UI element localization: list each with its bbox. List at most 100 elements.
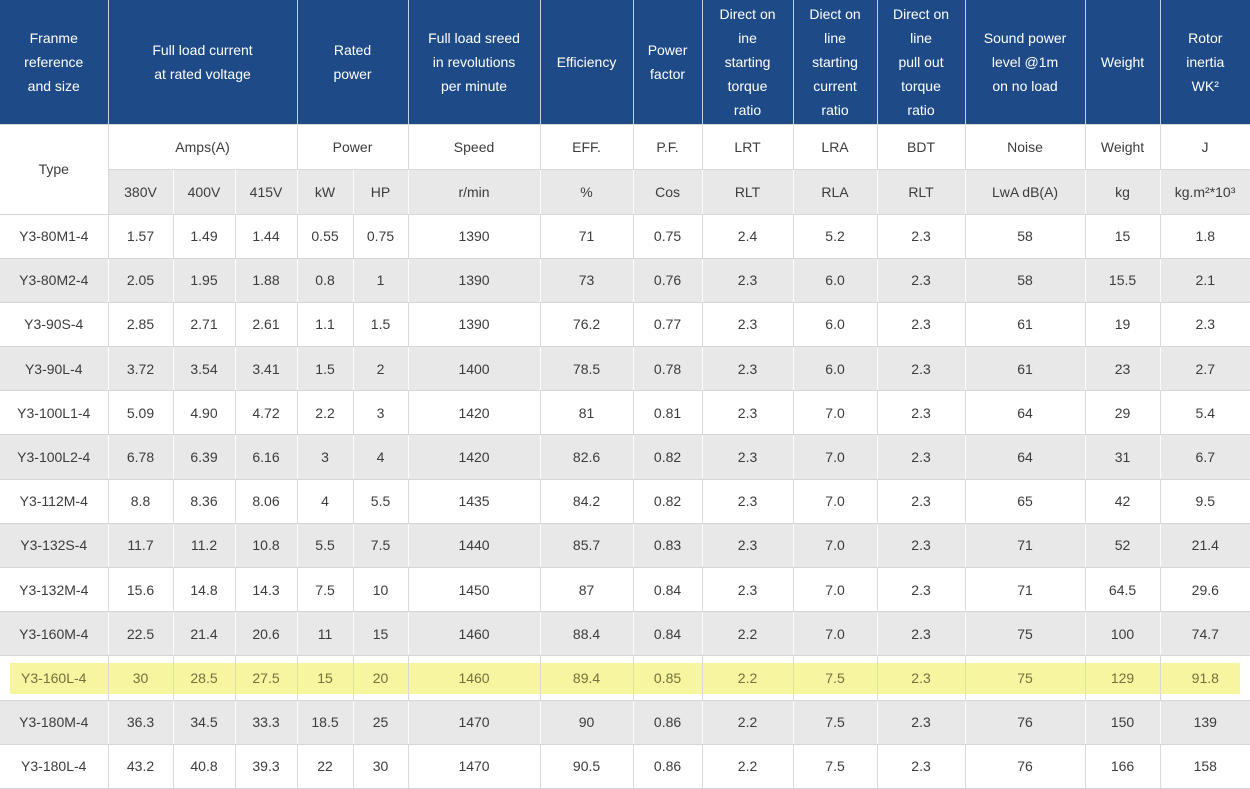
cell-value: 6.0 — [793, 346, 878, 392]
cell-type: Y3-160L-4 — [0, 655, 109, 701]
cell-value: 15 — [297, 655, 354, 701]
subheader-eff: EFF. — [540, 124, 634, 170]
cell-value: 8.06 — [235, 479, 298, 524]
cell-value: 90 — [540, 700, 634, 745]
cell-value: 11.7 — [108, 523, 174, 569]
cell-value: 15 — [1085, 214, 1161, 259]
cell-value: 1435 — [408, 479, 541, 524]
cell-value: 28.5 — [173, 655, 236, 701]
cell-value: 82.6 — [540, 434, 634, 480]
header-full-load-speed: Full load sreed in revolutions per minut… — [408, 0, 541, 125]
cell-value: 5.5 — [353, 479, 409, 524]
cell-value: 71 — [965, 567, 1086, 613]
cell-value: 76 — [965, 744, 1086, 789]
cell-type: Y3-100L1-4 — [0, 390, 109, 436]
cell-value: 52 — [1085, 523, 1161, 569]
cell-value: 7.0 — [793, 479, 878, 524]
header-power-factor: Power factor — [633, 0, 703, 125]
cell-value: 85.7 — [540, 523, 634, 569]
cell-value: 2 — [353, 346, 409, 392]
cell-value: 8.8 — [108, 479, 174, 524]
cell-value: 89.4 — [540, 655, 634, 701]
cell-value: 0.78 — [633, 346, 703, 392]
cell-type: Y3-180L-4 — [0, 744, 109, 789]
cell-value: 2.85 — [108, 302, 174, 348]
table-row: Y3-180M-4 36.3 34.5 33.3 18.5 25 1470 90 0.86 2.2… — [0, 700, 1250, 745]
cell-value: 2.4 — [702, 214, 794, 259]
subheader-type: Type — [0, 124, 109, 215]
subheader-noise: Noise — [965, 124, 1086, 170]
cell-type: Y3-180M-4 — [0, 700, 109, 745]
table-row: Y3-180L-4 43.2 40.8 39.3 22 30 1470 90.5 0.86 2.2… — [0, 744, 1250, 789]
cell-value: 0.75 — [633, 214, 703, 259]
cell-value: 22.5 — [108, 611, 174, 657]
unit-cell: RLT — [877, 169, 966, 215]
cell-value: 7.5 — [793, 744, 878, 789]
cell-value: 1.8 — [1160, 214, 1250, 259]
cell-value: 1.5 — [297, 346, 354, 392]
header-row-sub: Type Amps(A) Power Speed EFF. P.F. LRT L… — [0, 124, 1250, 215]
cell-value: 0.84 — [633, 567, 703, 613]
cell-value: 29 — [1085, 390, 1161, 436]
subheader-amps: Amps(A) — [108, 124, 298, 170]
cell-value: 81 — [540, 390, 634, 436]
cell-value: 39.3 — [235, 744, 298, 789]
cell-value: 33.3 — [235, 700, 298, 745]
cell-value: 1420 — [408, 434, 541, 480]
cell-value: 2.3 — [877, 744, 966, 789]
cell-value: 0.77 — [633, 302, 703, 348]
cell-value: 1470 — [408, 744, 541, 789]
cell-type: Y3-80M1-4 — [0, 214, 109, 259]
cell-value: 2.3 — [702, 523, 794, 569]
table-row: Y3-100L1-4 5.09 4.90 4.72 2.2 3 1420 81 0.81 2.3 7… — [0, 390, 1250, 436]
cell-value: 1390 — [408, 302, 541, 348]
cell-type: Y3-112M-4 — [0, 479, 109, 524]
cell-value: 88.4 — [540, 611, 634, 657]
cell-value: 22 — [297, 744, 354, 789]
cell-value: 2.3 — [877, 302, 966, 348]
cell-value: 2.3 — [702, 479, 794, 524]
cell-value: 1.5 — [353, 302, 409, 348]
cell-value: 2.3 — [877, 258, 966, 303]
cell-value: 7.5 — [353, 523, 409, 569]
cell-value: 15.6 — [108, 567, 174, 613]
cell-value: 43.2 — [108, 744, 174, 789]
cell-type: Y3-132M-4 — [0, 567, 109, 613]
cell-type: Y3-80M2-4 — [0, 258, 109, 303]
header-row-units: 380V 400V 415V kW HP r/min% Cos RLT RLA RLT LwA dB… — [0, 169, 1250, 215]
cell-value: 6.0 — [793, 302, 878, 348]
cell-value: 0.86 — [633, 744, 703, 789]
cell-value: 1420 — [408, 390, 541, 436]
cell-value: 1450 — [408, 567, 541, 613]
header-full-load-current: Full load current at rated voltage — [108, 0, 298, 125]
unit-cell: % — [540, 169, 634, 215]
cell-value: 2.2 — [702, 611, 794, 657]
subheader-j: J — [1160, 124, 1250, 170]
cell-value: 4.90 — [173, 390, 236, 436]
cell-value: 2.2 — [702, 744, 794, 789]
subheader-speed: Speed — [408, 124, 541, 170]
header-rotor-inertia: Rotor inertia WK² — [1160, 0, 1250, 125]
cell-value: 0.84 — [633, 611, 703, 657]
unit-cell: kg — [1085, 169, 1161, 215]
table-row-highlighted: Y3-160L-4 30 28.5 27.5 15 20 1460 89.4 0.85 2.2 7.… — [0, 655, 1250, 701]
cell-value: 150 — [1085, 700, 1161, 745]
cell-value: 3.54 — [173, 346, 236, 392]
cell-value: 25 — [353, 700, 409, 745]
cell-value: 2.3 — [877, 655, 966, 701]
cell-value: 76 — [965, 700, 1086, 745]
cell-value: 78.5 — [540, 346, 634, 392]
cell-value: 58 — [965, 214, 1086, 259]
cell-value: 75 — [965, 655, 1086, 701]
cell-value: 2.3 — [877, 700, 966, 745]
cell-value: 0.86 — [633, 700, 703, 745]
cell-value: 6.7 — [1160, 434, 1250, 480]
unit-cell: LwA dB(A) — [965, 169, 1086, 215]
cell-value: 6.16 — [235, 434, 298, 480]
cell-value: 30 — [353, 744, 409, 789]
unit-cell: RLT — [702, 169, 794, 215]
cell-value: 10.8 — [235, 523, 298, 569]
cell-value: 2.3 — [877, 390, 966, 436]
cell-value: 129 — [1085, 655, 1161, 701]
cell-value: 61 — [965, 346, 1086, 392]
